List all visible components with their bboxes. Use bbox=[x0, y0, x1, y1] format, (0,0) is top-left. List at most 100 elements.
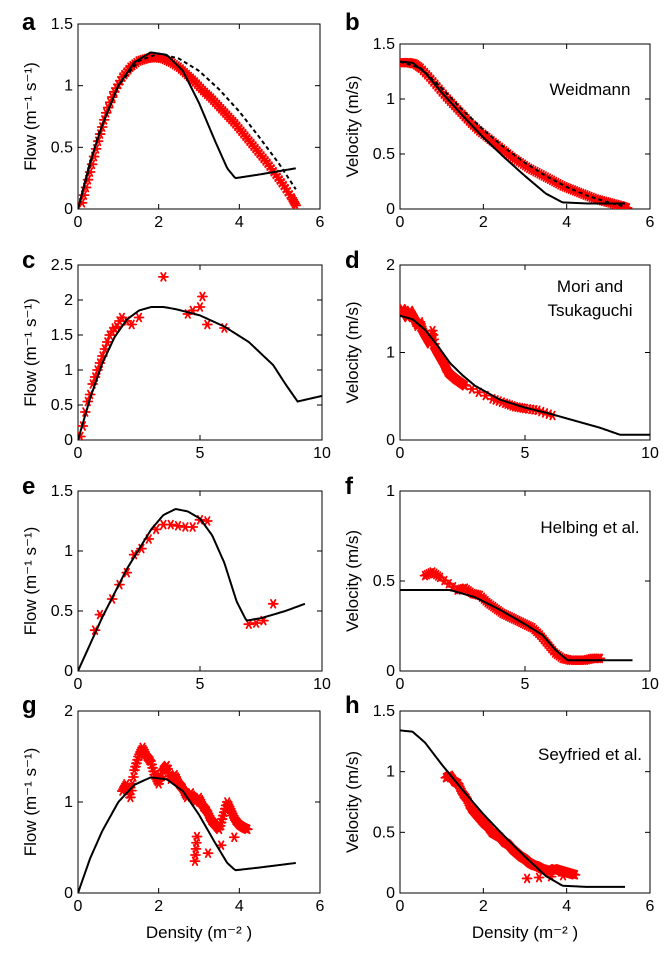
annotation-line: Seyfried et al. bbox=[538, 745, 642, 764]
panel-f: 0 5 10 0 0.5 1 Velocity (m/s) f Helbing et al. bbox=[343, 473, 659, 693]
y-tick-label: 0.5 bbox=[373, 573, 395, 590]
axes-frame bbox=[399, 710, 651, 894]
x-tick-label: 6 bbox=[646, 214, 655, 231]
y-tick-label: 1 bbox=[386, 764, 395, 781]
y-tick-label: 0 bbox=[64, 663, 73, 680]
y-tick-label: 2 bbox=[64, 292, 73, 309]
plot-area bbox=[400, 567, 633, 665]
data-point bbox=[621, 203, 633, 209]
y-tick-label: 0.5 bbox=[373, 146, 395, 163]
x-tick-label: 0 bbox=[396, 214, 405, 231]
data-point bbox=[197, 291, 208, 302]
panel-letter: b bbox=[345, 9, 360, 36]
x-tick-label: 0 bbox=[74, 445, 83, 462]
panel-a: 0 2 4 6 0 0.5 1 1.5 Flow (m⁻¹ s⁻¹) a bbox=[21, 9, 325, 231]
model-curve bbox=[78, 776, 296, 893]
y-tick-label: 2 bbox=[386, 257, 395, 274]
data-point bbox=[569, 870, 581, 880]
y-tick-label: 1.5 bbox=[51, 327, 73, 344]
data-point bbox=[459, 380, 471, 391]
y-tick-label: 0 bbox=[386, 885, 395, 902]
x-tick-label: 6 bbox=[316, 898, 325, 915]
x-tick-label: 2 bbox=[154, 214, 163, 231]
y-tick-label: 1.5 bbox=[373, 36, 395, 53]
panel-letter: f bbox=[345, 473, 354, 500]
y-tick-label: 2.5 bbox=[51, 257, 73, 274]
x-tick-label: 6 bbox=[316, 214, 325, 231]
y-tick-label: 1.5 bbox=[51, 16, 73, 33]
data-point bbox=[158, 272, 169, 282]
y-tick-label: 0 bbox=[386, 432, 395, 449]
data-point bbox=[228, 832, 240, 843]
data-point bbox=[250, 618, 262, 628]
model-curve bbox=[78, 508, 306, 671]
panel-letter: e bbox=[22, 473, 35, 500]
x-axis-label: Density (m⁻² ) bbox=[146, 923, 252, 942]
x-tick-label: 2 bbox=[154, 898, 163, 915]
x-tick-label: 0 bbox=[74, 676, 83, 693]
data-point bbox=[101, 337, 113, 347]
model-curve-dashed bbox=[78, 52, 297, 209]
y-tick-label: 1 bbox=[64, 362, 73, 379]
x-tick-label: 10 bbox=[641, 676, 659, 693]
x-tick-label: 0 bbox=[396, 445, 405, 462]
data-point bbox=[194, 302, 206, 312]
panel-d: 0 5 10 0 1 2 Velocity (m/s) d Mori and Tsukaguchi bbox=[343, 247, 659, 462]
data-point bbox=[126, 319, 138, 330]
plot-area bbox=[78, 508, 306, 671]
panel-letter: c bbox=[22, 247, 35, 274]
plot-area bbox=[78, 742, 296, 893]
data-point bbox=[191, 831, 203, 842]
y-tick-label: 1 bbox=[386, 91, 395, 108]
x-tick-label: 10 bbox=[641, 445, 659, 462]
annotation-label: Seyfried et al. bbox=[538, 745, 642, 764]
x-tick-label: 4 bbox=[235, 898, 244, 915]
plot-area bbox=[78, 272, 322, 440]
data-point bbox=[242, 824, 253, 835]
data-point bbox=[290, 200, 302, 209]
x-tick-label: 0 bbox=[396, 898, 405, 915]
annotation-line: Weidmann bbox=[550, 80, 631, 99]
data-point bbox=[215, 840, 227, 851]
x-tick-label: 5 bbox=[196, 676, 205, 693]
x-tick-label: 4 bbox=[562, 214, 571, 231]
panel-g: 0 2 4 6 0 1 2 Flow (m⁻¹ s⁻¹) Density (m⁻² ) g bbox=[21, 692, 325, 942]
y-tick-label: 1 bbox=[64, 78, 73, 95]
y-tick-label: 0 bbox=[64, 201, 73, 218]
y-axis-label: Velocity (m/s) bbox=[343, 301, 362, 403]
annotation-line: Mori and bbox=[557, 277, 623, 296]
annotation-label: Weidmann bbox=[550, 80, 631, 99]
y-tick-label: 2 bbox=[64, 703, 73, 720]
data-point bbox=[201, 516, 213, 526]
y-tick-label: 0.5 bbox=[51, 397, 73, 414]
panel-letter: a bbox=[22, 9, 36, 36]
x-tick-label: 5 bbox=[196, 445, 205, 462]
panel-letter: g bbox=[22, 692, 37, 719]
y-tick-label: 1 bbox=[386, 345, 395, 362]
plot-area bbox=[400, 729, 625, 888]
data-point bbox=[128, 549, 140, 560]
x-tick-label: 0 bbox=[74, 214, 83, 231]
panel-letter: d bbox=[345, 247, 360, 274]
x-tick-label: 10 bbox=[313, 676, 331, 693]
annotation-line: Helbing et al. bbox=[540, 518, 639, 537]
y-axis-label: Flow (m⁻¹ s⁻¹) bbox=[21, 527, 40, 636]
panel-h: 0 2 4 6 0 0.5 1 1.5 Velocity (m/s) Density (m⁻² )… bbox=[343, 692, 655, 942]
model-curve bbox=[78, 306, 322, 440]
plot-area bbox=[78, 51, 302, 209]
panel-e: 0 5 10 0 0.5 1 1.5 Flow (m⁻¹ s⁻¹) e bbox=[21, 473, 331, 693]
panel-letter: h bbox=[345, 692, 360, 719]
data-point bbox=[267, 599, 279, 609]
annotation-line: Tsukaguchi bbox=[547, 301, 632, 320]
data-point bbox=[466, 384, 478, 394]
axes-frame bbox=[77, 264, 323, 441]
annotation-label: Helbing et al. bbox=[540, 518, 639, 537]
x-tick-label: 0 bbox=[74, 898, 83, 915]
plot-area bbox=[400, 57, 633, 209]
data-point bbox=[99, 344, 111, 354]
data-point bbox=[133, 312, 145, 323]
data-point bbox=[187, 522, 199, 532]
annotation-label: Mori and Tsukaguchi bbox=[547, 277, 632, 320]
y-axis-label: Velocity (m/s) bbox=[343, 75, 362, 177]
